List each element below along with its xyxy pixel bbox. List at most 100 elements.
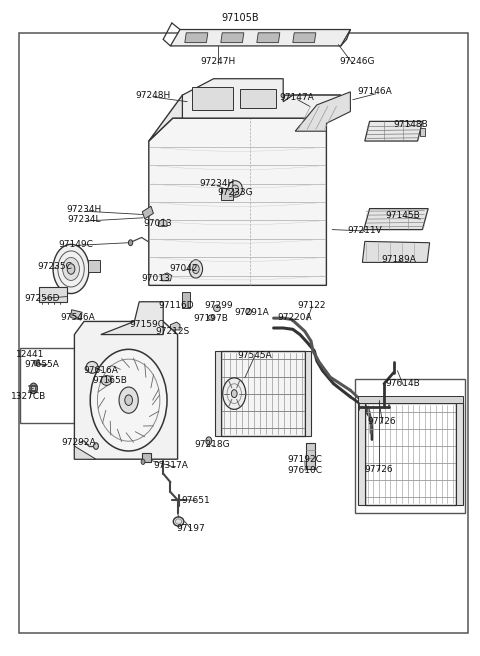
Bar — [144, 316, 156, 327]
Text: 97651: 97651 — [181, 496, 210, 505]
Polygon shape — [149, 95, 341, 141]
Ellipse shape — [231, 390, 237, 398]
Ellipse shape — [246, 308, 252, 314]
Text: 97233G: 97233G — [217, 188, 253, 197]
Text: 97105B: 97105B — [221, 13, 259, 24]
Polygon shape — [158, 219, 167, 226]
Text: 97247H: 97247H — [201, 57, 236, 66]
Text: 97147A: 97147A — [279, 93, 314, 102]
Ellipse shape — [30, 383, 37, 394]
Text: 97234H: 97234H — [66, 205, 102, 215]
Ellipse shape — [125, 395, 132, 405]
Bar — [142, 453, 151, 462]
Ellipse shape — [208, 315, 214, 320]
Ellipse shape — [232, 185, 239, 193]
Text: 97246G: 97246G — [340, 57, 375, 66]
Ellipse shape — [86, 361, 98, 373]
Ellipse shape — [32, 386, 36, 391]
Text: 97234H: 97234H — [199, 179, 235, 188]
Text: 97546A: 97546A — [61, 313, 96, 322]
Text: 97159C: 97159C — [129, 320, 164, 329]
Ellipse shape — [101, 375, 112, 386]
Bar — [192, 87, 233, 110]
Text: 97149C: 97149C — [59, 239, 93, 249]
Text: 97192C: 97192C — [288, 455, 322, 464]
Text: 97042: 97042 — [169, 264, 198, 274]
Text: 97189A: 97189A — [381, 255, 416, 264]
Bar — [358, 403, 365, 505]
Bar — [358, 396, 463, 403]
Text: 97234L: 97234L — [67, 215, 101, 224]
Text: 97013: 97013 — [143, 218, 172, 228]
Ellipse shape — [90, 349, 167, 451]
Polygon shape — [364, 209, 428, 230]
Bar — [71, 310, 82, 320]
Bar — [182, 292, 190, 308]
Text: 97616A: 97616A — [84, 366, 118, 375]
Bar — [355, 379, 465, 513]
Bar — [34, 359, 40, 366]
Polygon shape — [74, 446, 96, 459]
Polygon shape — [293, 33, 316, 43]
Ellipse shape — [214, 305, 220, 312]
Text: 97545A: 97545A — [237, 351, 272, 360]
Text: 97235C: 97235C — [38, 262, 72, 271]
Bar — [306, 443, 315, 469]
Polygon shape — [221, 33, 244, 43]
Text: 97197B: 97197B — [194, 314, 228, 323]
Text: 97256D: 97256D — [24, 294, 60, 303]
Polygon shape — [257, 33, 280, 43]
Bar — [240, 89, 276, 108]
Ellipse shape — [94, 443, 98, 449]
Polygon shape — [295, 92, 350, 131]
Polygon shape — [185, 33, 208, 43]
Ellipse shape — [189, 260, 203, 278]
Text: 97148B: 97148B — [394, 120, 428, 129]
Ellipse shape — [141, 459, 145, 464]
Bar — [39, 287, 67, 302]
Ellipse shape — [119, 387, 138, 413]
Bar — [305, 351, 311, 436]
Polygon shape — [149, 118, 326, 285]
Ellipse shape — [206, 437, 212, 445]
Polygon shape — [362, 241, 430, 262]
Text: 97317A: 97317A — [153, 461, 188, 470]
Text: 97299: 97299 — [204, 300, 233, 310]
Text: 97197: 97197 — [177, 524, 205, 533]
Text: 97291A: 97291A — [235, 308, 269, 318]
Text: 97610C: 97610C — [288, 466, 322, 475]
Ellipse shape — [228, 180, 242, 197]
Polygon shape — [365, 121, 422, 141]
Bar — [365, 403, 456, 505]
Ellipse shape — [129, 239, 133, 245]
Text: 97116D: 97116D — [159, 300, 194, 310]
Text: 97220A: 97220A — [277, 313, 312, 322]
Ellipse shape — [223, 378, 246, 409]
Ellipse shape — [53, 245, 89, 294]
Polygon shape — [182, 79, 341, 118]
Text: 97655A: 97655A — [25, 360, 60, 369]
Text: 97292A: 97292A — [61, 438, 96, 447]
Text: 97218G: 97218G — [194, 440, 230, 449]
Bar — [221, 188, 233, 200]
Text: 97145B: 97145B — [386, 211, 420, 220]
Text: 97122: 97122 — [298, 300, 326, 310]
Bar — [20, 348, 85, 423]
Text: 97146A: 97146A — [357, 87, 392, 96]
Text: 12441: 12441 — [15, 350, 44, 359]
Text: 97212S: 97212S — [156, 327, 190, 337]
Polygon shape — [170, 30, 350, 46]
Ellipse shape — [173, 517, 184, 526]
Text: 97211V: 97211V — [348, 226, 382, 235]
Ellipse shape — [192, 264, 199, 274]
Polygon shape — [101, 302, 163, 335]
Bar — [221, 351, 305, 436]
Text: 97726: 97726 — [364, 465, 393, 474]
Bar — [420, 128, 425, 136]
Polygon shape — [74, 321, 178, 459]
Text: 97248H: 97248H — [135, 91, 170, 100]
Text: 1327CB: 1327CB — [11, 392, 47, 401]
Text: 97165B: 97165B — [92, 376, 127, 385]
Text: 97614B: 97614B — [386, 379, 420, 388]
Text: 97013: 97013 — [142, 274, 170, 283]
